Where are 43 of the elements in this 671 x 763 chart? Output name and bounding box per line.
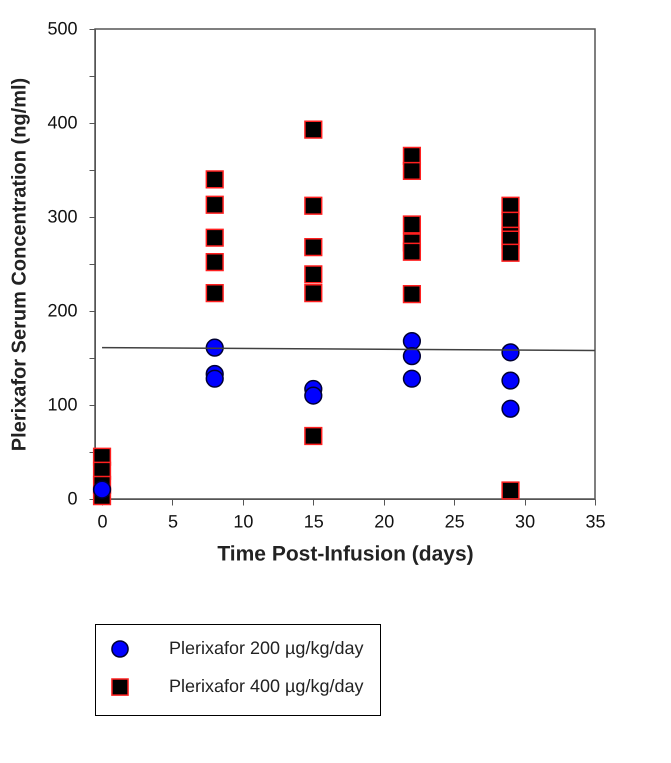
point [402, 347, 422, 366]
y-tick-label: 400 [47, 112, 78, 132]
x-tick-label: 20 [374, 512, 394, 532]
point [304, 265, 322, 284]
x-tick-label: 0 [98, 512, 108, 532]
x-tick-label: 5 [168, 512, 178, 532]
point [402, 332, 422, 350]
point [402, 284, 422, 304]
y-tick-label: 200 [47, 300, 78, 320]
y-tick-label: 500 [47, 18, 78, 38]
point [402, 370, 422, 388]
y-tick-label: 300 [47, 206, 78, 226]
point [206, 284, 224, 302]
point [206, 170, 224, 189]
y-tick-label: 100 [47, 394, 78, 414]
point [206, 196, 224, 214]
point [304, 196, 322, 215]
x-tick-label: 25 [444, 512, 465, 532]
point [92, 480, 112, 499]
legend-label: Plerixafor 400 µg/kg/day [169, 676, 364, 696]
point [501, 481, 520, 500]
point [206, 253, 224, 272]
point [304, 238, 322, 256]
point [402, 162, 422, 180]
x-tick-label: 15 [304, 512, 324, 532]
point [304, 426, 322, 446]
legend-label: Plerixafor 200 µg/kg/day [169, 638, 364, 658]
y-axis-title: Plerixafor Serum Concentration (ng/ml) [8, 78, 30, 452]
point [206, 370, 224, 388]
point [304, 386, 322, 405]
point [501, 244, 520, 262]
point [501, 400, 520, 418]
y-tick-label: 0 [67, 488, 78, 508]
point [501, 371, 520, 390]
x-tick-label: 35 [585, 512, 606, 532]
point [304, 120, 322, 139]
point [304, 284, 322, 302]
point [402, 242, 422, 261]
x-tick-label: 30 [515, 512, 536, 532]
point [402, 215, 422, 234]
point [206, 228, 224, 247]
x-axis-title: Time Post-Infusion (days) [217, 542, 474, 566]
x-tick-label: 10 [233, 512, 254, 532]
